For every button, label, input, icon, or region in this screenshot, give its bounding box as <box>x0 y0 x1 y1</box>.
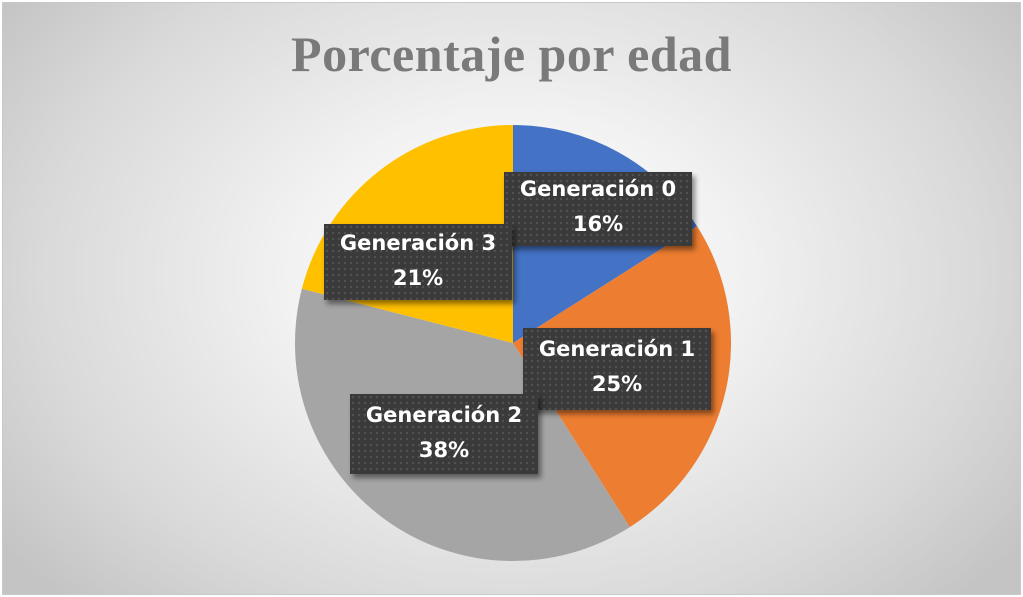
data-label-name: Generación 0 <box>519 177 677 201</box>
data-label-generacion-2: Generación 2 38% <box>350 394 538 474</box>
data-label-generacion-3: Generación 3 21% <box>324 224 512 300</box>
chart-title: Porcentaje por edad <box>291 26 732 82</box>
data-label-name: Generación 1 <box>538 337 696 361</box>
data-label-value: 21% <box>392 266 444 290</box>
data-label-value: 25% <box>591 372 643 396</box>
data-label-generacion-1: Generación 1 25% <box>523 328 711 410</box>
data-label-value: 38% <box>418 438 470 462</box>
data-label-value: 16% <box>572 212 624 236</box>
data-label-name: Generación 2 <box>365 403 523 427</box>
data-label-name: Generación 3 <box>339 231 497 255</box>
data-label-generacion-0: Generación 0 16% <box>504 172 692 246</box>
